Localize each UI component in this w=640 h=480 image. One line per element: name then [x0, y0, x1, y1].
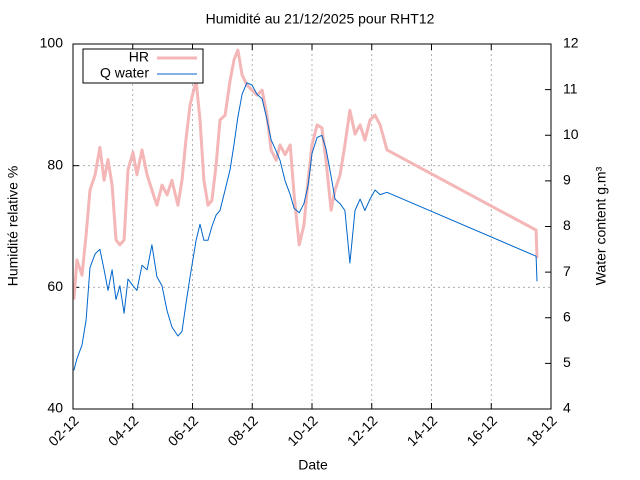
y-axis-label: Humidité relative % [5, 166, 21, 287]
y-tick-label: 40 [47, 400, 63, 416]
y2-tick-label: 5 [563, 354, 571, 370]
x-axis-label: Date [298, 457, 328, 473]
y2-tick-label: 4 [563, 400, 571, 416]
legend-box [82, 48, 204, 84]
y-tick-label: 100 [40, 35, 64, 51]
y2-tick-label: 10 [563, 126, 579, 142]
chart-title: Humidité au 21/12/2025 pour RHT12 [206, 11, 435, 27]
x-tick-label: 04-12 [105, 412, 142, 449]
y2-tick-label: 8 [563, 217, 571, 233]
x-tick-label: 10-12 [284, 412, 321, 449]
y2-axis-label: Water content g.m³ [593, 166, 609, 285]
y2-tick-label: 11 [563, 80, 578, 96]
legend-label: HR [129, 49, 149, 65]
legend-label: Q water [100, 65, 149, 81]
y-tick-label: 80 [47, 156, 63, 172]
data-line [72, 48, 539, 300]
y2-tick-label: 7 [563, 263, 571, 279]
x-tick-label: 18-12 [523, 412, 560, 449]
x-tick-label: 02-12 [45, 412, 82, 449]
y2-tick-label: 12 [563, 35, 579, 51]
x-tick-label: 16-12 [463, 412, 500, 449]
x-tick-label: 08-12 [224, 412, 261, 449]
y-tick-label: 60 [47, 278, 63, 294]
plot-frame [72, 43, 552, 410]
x-tick-label: 06-12 [165, 412, 202, 449]
y2-tick-label: 6 [563, 308, 571, 324]
y2-tick-label: 9 [563, 172, 571, 188]
data-line [73, 82, 538, 371]
x-tick-label: 14-12 [404, 412, 441, 449]
x-tick-label: 12-12 [344, 412, 381, 449]
